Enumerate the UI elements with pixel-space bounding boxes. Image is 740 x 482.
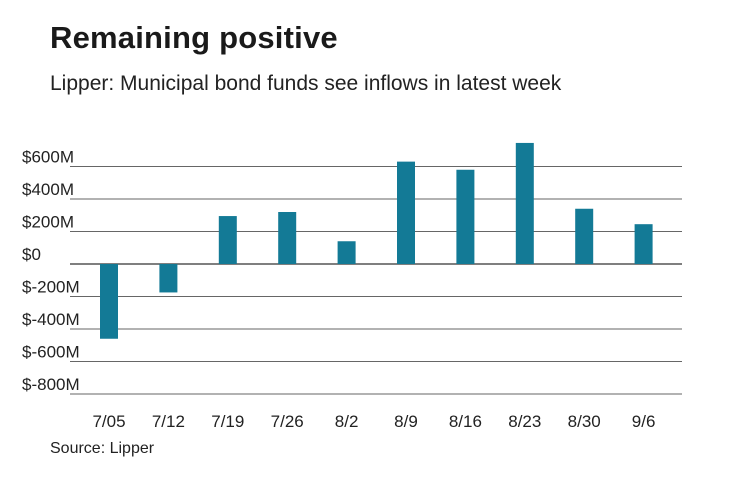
y-axis-tick-labels: $600M $400M $200M $0 $-200M $-400M $-600M $-800… (22, 148, 80, 395)
x-axis-tick-labels: 7/05 7/12 7/19 7/26 8/2 8/9 8/16 8/23 8/30 9/6 (92, 412, 655, 431)
y-tick-label: $200M (22, 213, 74, 232)
x-tick-label: 7/26 (271, 412, 304, 431)
x-tick-label: 8/23 (508, 412, 541, 431)
y-tick-label: $600M (22, 148, 74, 167)
y-tick-label: $-800M (22, 375, 80, 394)
chart-title: Remaining positive (50, 20, 338, 55)
y-tick-label: $-600M (22, 343, 80, 362)
bar-8-2 (337, 241, 356, 264)
bar-7-26 (278, 212, 297, 264)
x-tick-label: 7/12 (152, 412, 185, 431)
x-tick-label: 8/30 (568, 412, 601, 431)
bar-7-05 (100, 264, 118, 339)
bars (100, 142, 653, 339)
bar-8-30 (575, 208, 594, 264)
bar-8-9 (397, 161, 415, 264)
x-tick-label: 9/6 (632, 412, 656, 431)
bar-8-23 (515, 142, 534, 264)
bar-7-19 (218, 216, 237, 264)
x-tick-label: 8/9 (394, 412, 418, 431)
source-note: Source: Lipper (50, 440, 155, 457)
chart-subtitle: Lipper: Municipal bond funds see inflows… (50, 72, 562, 95)
bar-8-16 (456, 169, 475, 264)
bar-9-6 (634, 224, 653, 264)
x-tick-label: 8/2 (335, 412, 359, 431)
x-tick-label: 7/19 (211, 412, 244, 431)
x-tick-label: 8/16 (449, 412, 482, 431)
y-tick-label: $400M (22, 180, 74, 199)
bar-7-12 (159, 264, 178, 293)
y-tick-label: $-400M (22, 310, 80, 329)
x-tick-label: 7/05 (92, 412, 125, 431)
y-tick-label: $-200M (22, 278, 80, 297)
y-tick-label: $0 (22, 245, 41, 264)
